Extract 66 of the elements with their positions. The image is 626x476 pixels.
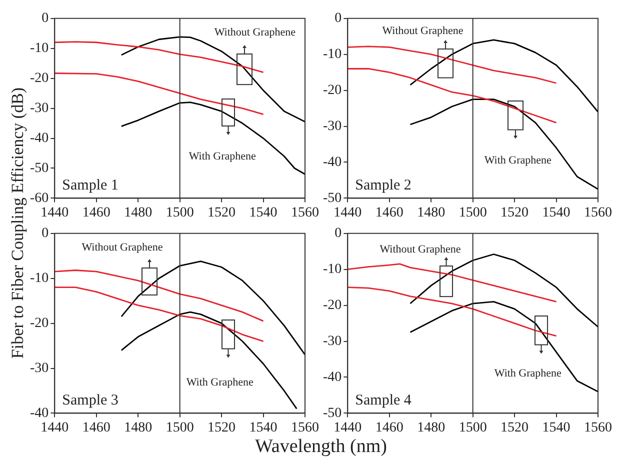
y-tick-label: -40: [30, 130, 49, 146]
x-tick-label: 1560: [291, 420, 319, 436]
y-tick-label: -10: [322, 262, 342, 278]
y-tick-label: -60: [30, 190, 49, 206]
y-tick-label: -30: [322, 334, 342, 349]
annotation: With Graphene: [186, 376, 254, 389]
x-tick-label: 1480: [124, 420, 152, 436]
annotation: With Graphene: [494, 368, 562, 380]
annotation: Without Graphene: [380, 243, 461, 256]
y-tick-label: -10: [30, 41, 49, 56]
x-tick-label: 1560: [584, 205, 612, 220]
x-tick-label: 1500: [458, 420, 487, 436]
x-tick-label: 1440: [334, 420, 362, 436]
annotation: Sample 2: [355, 178, 412, 194]
x-tick-label: 1480: [417, 205, 446, 220]
y-tick-label: 0: [334, 226, 342, 242]
x-tick-label: 1520: [208, 205, 236, 220]
y-tick-label: -10: [30, 271, 49, 286]
annotation: Sample 4: [355, 392, 412, 409]
y-tick-label: -40: [322, 154, 342, 170]
x-tick-label: 1440: [40, 205, 69, 220]
x-tick-label: 1500: [166, 205, 194, 220]
annotation: Without Graphene: [214, 26, 296, 39]
y-tick-label: -30: [30, 360, 49, 376]
y-tick-label: -20: [322, 82, 342, 98]
x-tick-label: 1500: [458, 205, 487, 220]
x-tick-label: 1460: [82, 420, 110, 436]
x-tick-label: 1520: [208, 420, 236, 436]
y-tick-label: -30: [30, 100, 49, 116]
y-tick-label: -40: [30, 406, 49, 421]
y-tick-label: -50: [30, 160, 49, 176]
x-tick-label: 1500: [166, 420, 194, 436]
annotation: Without Graphene: [82, 242, 163, 254]
annotation: Without Graphene: [382, 24, 464, 37]
y-tick-label: -30: [322, 118, 342, 134]
annotation: With Graphene: [188, 150, 256, 163]
x-tick-label: 1540: [249, 420, 278, 436]
y-tick-label: -50: [322, 190, 342, 206]
y-tick-label: -50: [322, 406, 342, 421]
y-tick-label: -10: [322, 47, 342, 62]
x-tick-label: 1560: [584, 420, 612, 436]
x-tick-label: 1540: [542, 420, 570, 436]
x-tick-label: 1520: [500, 420, 529, 436]
y-tick-label: -20: [30, 316, 49, 331]
x-tick-label: 1540: [249, 205, 278, 220]
y-tick-label: -40: [322, 370, 342, 385]
x-tick-label: 1480: [417, 420, 446, 436]
y-tick-label: -20: [322, 298, 342, 313]
x-tick-label: 1440: [40, 420, 69, 436]
annotation: Sample 1: [62, 178, 118, 194]
y-tick-label: 0: [42, 11, 49, 26]
x-tick-label: 1540: [542, 205, 570, 220]
x-tick-label: 1560: [291, 205, 319, 220]
y-tick-label: 0: [42, 226, 49, 242]
x-tick-label: 1440: [334, 205, 362, 220]
x-tick-label: 1460: [375, 420, 404, 436]
x-tick-label: 1460: [82, 205, 110, 220]
annotation: Sample 3: [62, 392, 118, 409]
y-tick-label: 0: [334, 11, 342, 26]
annotation: With Graphene: [484, 154, 552, 166]
y-tick-label: -20: [30, 71, 49, 86]
x-tick-label: 1480: [124, 205, 152, 220]
y-axis-title: Fiber to Fiber Coupling Efficiency (dB): [8, 87, 28, 359]
x-tick-label: 1460: [375, 205, 404, 220]
x-tick-label: 1520: [500, 205, 529, 220]
x-axis-title: Wavelength (nm): [254, 436, 388, 458]
